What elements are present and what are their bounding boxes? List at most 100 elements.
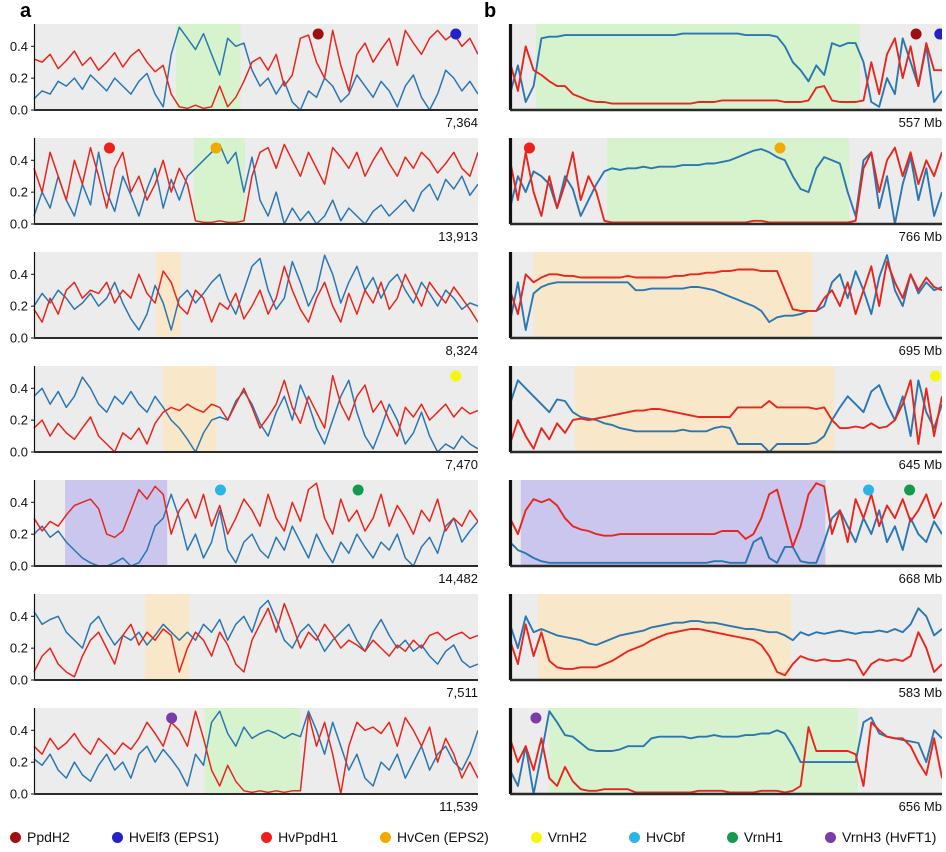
chart-cell-b4: 645 Mb (506, 366, 942, 474)
legend-label: HvPpdH1 (278, 829, 338, 845)
y-tick-label: 0.2 (10, 185, 28, 200)
chart-cell-b3: 695 Mb (506, 252, 942, 360)
series-blue-line (509, 379, 942, 453)
y-tick-label: 0.0 (10, 331, 28, 346)
chart-cell-a5: 0.4 0.2 0.0 14,482 (0, 480, 478, 588)
chart-b2: 766 Mb (508, 138, 942, 244)
y-tick-label: 0.0 (10, 559, 28, 574)
gene-dot-hvppdh1 (523, 142, 535, 154)
legend-dot-yellow-icon (530, 831, 542, 843)
y-tick-label: 0.2 (10, 71, 28, 86)
x-axis-label: 645 Mb (899, 457, 942, 472)
gene-dot-hvelf3-eps1 (450, 28, 462, 40)
series-red-line (509, 37, 942, 105)
legend-dot-red-icon (261, 831, 273, 843)
series-red-line (33, 482, 478, 539)
highlight-band-purple (520, 480, 826, 566)
plot-background (34, 24, 478, 110)
chart-b4: 645 Mb (508, 366, 942, 472)
highlight-band-orange (533, 252, 813, 338)
y-tick-label: 0.2 (10, 413, 28, 428)
chart-row-6: 0.4 0.2 0.0 7,511 583 Mb (0, 594, 946, 708)
gene-dot-hvelf3-eps1 (934, 28, 942, 40)
highlight-band-green (204, 708, 301, 794)
legend-label: HvElf3 (EPS1) (128, 829, 220, 845)
series-red-line (509, 379, 942, 450)
series-red-line (33, 374, 478, 453)
chart-cell-a7: 0.4 0.2 0.0 11,539 (0, 708, 478, 816)
chart-cell-b7: 656 Mb (506, 708, 942, 816)
legend-item-hvcbf: HvCbf (628, 829, 685, 845)
x-axis-label: 766 Mb (899, 229, 942, 244)
x-axis-label: 656 Mb (899, 799, 942, 814)
plot-background (34, 366, 478, 452)
highlight-band-orange (574, 366, 834, 452)
series-blue-line (33, 26, 478, 111)
chart-row-5: 0.4 0.2 0.0 14,482 668 Mb (0, 480, 946, 594)
chart-cell-a1: 0.4 0.2 0.0 7,364 (0, 24, 478, 132)
chart-b6: 583 Mb (508, 594, 942, 700)
legend-dot-orange-icon (379, 831, 391, 843)
chart-cell-a6: 0.4 0.2 0.0 7,511 (0, 594, 478, 702)
x-axis-label: 695 Mb (899, 343, 942, 358)
gene-dot-hvppdh1 (103, 142, 115, 154)
chart-row-7: 0.4 0.2 0.0 11,539 656 Mb (0, 708, 946, 822)
chart-cell-b1: 557 Mb (506, 24, 942, 132)
gene-dot-ppdh2 (910, 28, 922, 40)
series-blue-line (509, 607, 942, 650)
series-red-line (509, 482, 942, 548)
y-tick-label: 0.4 (10, 381, 28, 396)
y-tick-label: 0.4 (10, 495, 28, 510)
x-axis-label: 668 Mb (899, 571, 942, 586)
series-red-line (509, 260, 942, 316)
gene-dot-vrnh2 (930, 370, 942, 382)
y-tick-label: 0.4 (10, 267, 28, 282)
highlight-band-purple (65, 480, 168, 566)
legend-dot-dark_red-icon (10, 831, 21, 843)
x-axis-label: 7,364 (445, 115, 478, 130)
highlight-band-orange (162, 366, 217, 452)
legend-label: VrnH1 (743, 829, 784, 845)
legend-item-hvcen-eps2: HvCen (EPS2) (379, 829, 489, 845)
series-blue-line (509, 254, 942, 331)
chart-a5: 0.4 0.2 0.0 14,482 (10, 480, 478, 586)
figure-legend: PpdH2 HvElf3 (EPS1) HvPpdH1 HvCen (EPS2) Vrn… (10, 824, 946, 850)
y-tick-label: 0.4 (10, 723, 28, 738)
x-axis-label: 7,511 (446, 685, 478, 700)
legend-item-vrnh2: VrnH2 (530, 829, 587, 845)
chart-cell-b6: 583 Mb (506, 594, 942, 702)
y-tick-label: 0.2 (10, 527, 28, 542)
series-red-line (509, 146, 942, 224)
gene-dot-vrnh3-hvft1 (530, 712, 542, 724)
gene-dot-hvcen-eps2 (210, 142, 222, 154)
gene-dot-vrnh3-hvft1 (166, 712, 178, 724)
series-blue-line (509, 32, 942, 108)
chart-a4: 0.4 0.2 0.0 7,470 (10, 366, 478, 472)
gene-dot-hvcbf (863, 484, 875, 496)
legend-item-hvelf3-eps1: HvElf3 (EPS1) (111, 829, 220, 845)
series-red-line (33, 710, 478, 795)
x-axis-label: 557 Mb (899, 115, 942, 130)
y-tick-label: 0.2 (10, 641, 28, 656)
y-tick-label: 0.0 (10, 445, 28, 460)
series-blue-line (509, 710, 942, 795)
y-tick-label: 0.2 (10, 755, 28, 770)
chart-b5: 668 Mb (508, 480, 942, 586)
series-red-line (33, 265, 478, 323)
chart-cell-a4: 0.4 0.2 0.0 7,470 (0, 366, 478, 474)
y-tick-label: 0.0 (10, 787, 28, 802)
series-blue-line (509, 509, 942, 564)
gene-dot-ppdh2 (312, 28, 324, 40)
chart-b7: 656 Mb (508, 708, 942, 814)
legend-item-ppdh2: PpdH2 (10, 829, 70, 845)
legend-item-vrnh3-hvft1: VrnH3 (HvFT1) (825, 829, 936, 845)
legend-label: HvCen (EPS2) (396, 829, 489, 845)
series-blue-line (33, 143, 478, 225)
legend-dot-navy-icon (111, 831, 123, 843)
series-red-line (33, 29, 478, 110)
highlight-band-green (535, 24, 860, 110)
x-axis-label: 14,482 (438, 571, 478, 586)
chart-row-3: 0.4 0.2 0.0 8,324 695 Mb (0, 252, 946, 366)
chart-b1: 557 Mb (508, 24, 942, 130)
